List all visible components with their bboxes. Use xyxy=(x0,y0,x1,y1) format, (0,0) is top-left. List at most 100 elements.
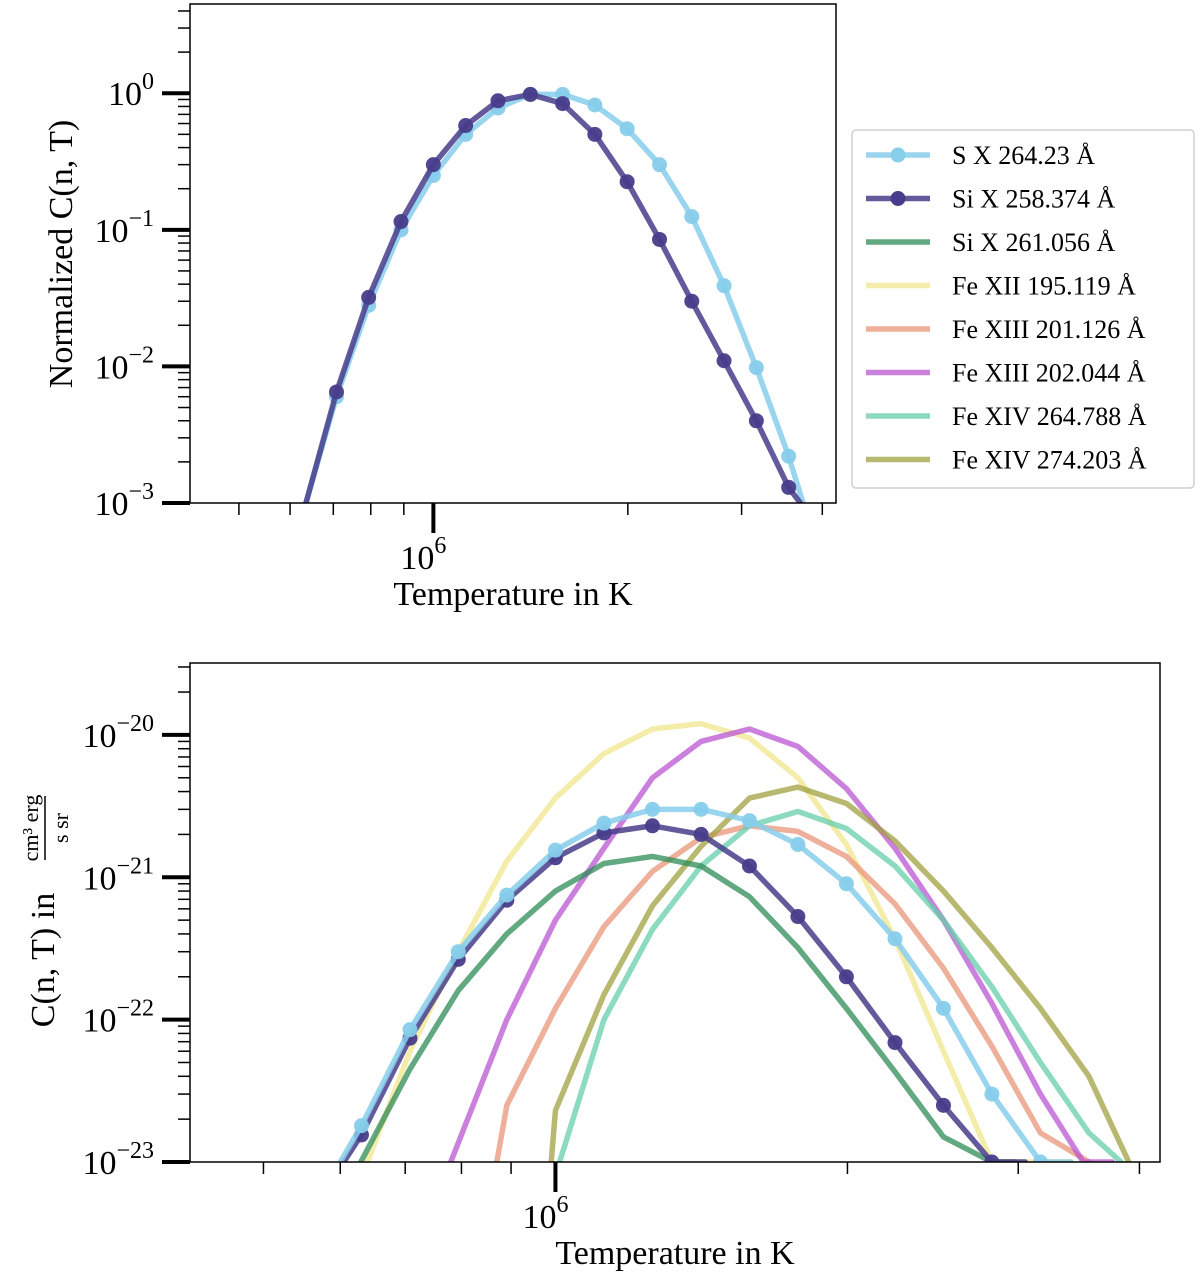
series-si-x-258-374-a xyxy=(341,818,1028,1162)
data-point-si-x-258-374-a xyxy=(790,909,806,925)
x-axis-label: Temperature in K xyxy=(555,1235,795,1272)
plot-frame-top xyxy=(189,3,837,504)
data-point-s-x-264-23-a xyxy=(935,1000,951,1016)
y-tick-label: 10−20 xyxy=(82,711,154,755)
y-tick-label: 10−22 xyxy=(82,996,154,1040)
y-axis-label: Normalized C(n, T) xyxy=(43,120,80,388)
legend-item-fe-xiii-201-126-a: Fe XIII 201.126 Å xyxy=(866,315,1146,344)
legend-marker xyxy=(890,147,906,163)
data-point-si-x-258-374-a xyxy=(693,826,709,842)
data-point-si-x-258-374-a xyxy=(555,96,571,112)
legend-item-fe-xiii-202-044-a: Fe XIII 202.044 Å xyxy=(866,359,1146,388)
series-s-x-264-23-a xyxy=(303,86,806,503)
data-point-s-x-264-23-a xyxy=(984,1086,1000,1102)
series-s-x-264-23-a xyxy=(337,801,1074,1162)
data-point-s-x-264-23-a xyxy=(652,157,668,173)
legend-frame xyxy=(851,129,1195,489)
data-point-s-x-264-23-a xyxy=(1032,1154,1048,1162)
series-line-si-x-258-374-a xyxy=(341,823,1028,1162)
data-point-s-x-264-23-a xyxy=(716,278,732,294)
series-si-x-258-374-a xyxy=(303,86,804,503)
series-line-si-x-261-056-a xyxy=(358,853,1019,1162)
legend: S X 264.23 Å Si X 258.374 Å Si X 261.056 Å… xyxy=(851,129,1195,489)
data-point-si-x-258-374-a xyxy=(748,413,764,429)
legend-item-si-x-261-056-a: Si X 261.056 Å xyxy=(866,228,1115,257)
series-si-x-261-056-a xyxy=(358,853,1019,1162)
series-line-fe-xiii-201-126-a xyxy=(494,823,1092,1162)
data-point-s-x-264-23-a xyxy=(499,887,515,903)
y-tick-label: 100 xyxy=(108,69,154,113)
series-line-fe-xiv-274-203-a xyxy=(548,784,1132,1162)
y-tick-label: 10−23 xyxy=(82,1138,154,1182)
series-line-fe-xii-195-119-a xyxy=(364,720,1074,1162)
y-tick-label: 10−2 xyxy=(94,342,154,386)
legend-item-fe-xiv-264-788-a: Fe XIV 264.788 Å xyxy=(866,402,1147,431)
data-point-s-x-264-23-a xyxy=(790,836,806,852)
data-point-si-x-258-374-a xyxy=(393,214,409,230)
data-point-s-x-264-23-a xyxy=(547,842,563,858)
legend-label: Fe XIV 264.788 Å xyxy=(952,402,1147,431)
x-tick-label: 106 xyxy=(400,533,446,577)
data-point-si-x-258-374-a xyxy=(781,479,797,495)
chart-top-normalized: 100 10−1 10−2 10−3 106 Temperature in K Norm… xyxy=(43,3,837,613)
series-fe-xiii-202-044-a xyxy=(448,726,1116,1162)
y-axis-unit-numerator: cm³ erg xyxy=(18,795,43,862)
data-point-s-x-264-23-a xyxy=(838,876,854,892)
legend-item-fe-xiv-274-203-a: Fe XIV 274.203 Å xyxy=(866,446,1147,475)
chart-bottom-absolute: 10−20 10−21 10−22 10−23 106 Temperature in K… xyxy=(18,662,1161,1272)
data-point-si-x-258-374-a xyxy=(425,157,441,173)
data-point-si-x-258-374-a xyxy=(887,1035,903,1051)
series-fe-xiv-264-788-a xyxy=(556,808,1124,1162)
x-axis-label: Temperature in K xyxy=(393,576,633,613)
data-point-s-x-264-23-a xyxy=(741,813,757,829)
data-point-si-x-258-374-a xyxy=(619,174,635,190)
y-tick-label: 10−21 xyxy=(82,853,154,897)
legend-label: Fe XII 195.119 Å xyxy=(952,272,1136,301)
data-point-s-x-264-23-a xyxy=(587,97,603,113)
data-point-si-x-258-374-a xyxy=(522,86,538,102)
legend-label: Fe XIII 202.044 Å xyxy=(952,359,1146,388)
data-point-si-x-258-374-a xyxy=(838,969,854,985)
legend-item-fe-xii-195-119-a: Fe XII 195.119 Å xyxy=(866,272,1136,301)
legend-label: Fe XIII 201.126 Å xyxy=(952,315,1146,344)
series-fe-xii-195-119-a xyxy=(364,720,1074,1162)
data-point-s-x-264-23-a xyxy=(450,944,466,960)
data-point-s-x-264-23-a xyxy=(684,209,700,225)
legend-item-si-x-258-374-a: Si X 258.374 Å xyxy=(866,185,1115,214)
data-point-si-x-258-374-a xyxy=(361,289,377,305)
data-point-si-x-258-374-a xyxy=(935,1097,951,1113)
y-axis-label: C(n, T) in cm³ erg s sr xyxy=(18,795,73,1028)
data-point-si-x-258-374-a xyxy=(684,293,700,309)
data-point-si-x-258-374-a xyxy=(741,858,757,874)
data-point-s-x-264-23-a xyxy=(596,815,612,831)
data-point-s-x-264-23-a xyxy=(353,1118,369,1134)
y-tick-label: 10−1 xyxy=(94,206,154,250)
data-point-s-x-264-23-a xyxy=(748,360,764,376)
legend-label: Fe XIV 274.203 Å xyxy=(952,446,1147,475)
y-axis-label-text: C(n, T) in xyxy=(25,893,62,1027)
series-fe-xiv-274-203-a xyxy=(548,784,1132,1162)
data-point-si-x-258-374-a xyxy=(458,118,474,134)
data-point-s-x-264-23-a xyxy=(619,121,635,137)
data-point-s-x-264-23-a xyxy=(887,931,903,947)
series-fe-xiii-201-126-a xyxy=(494,823,1092,1162)
data-point-si-x-258-374-a xyxy=(984,1154,1000,1162)
legend-label: Si X 258.374 Å xyxy=(952,185,1115,214)
y-axis-unit-denominator: s sr xyxy=(48,812,73,843)
data-point-s-x-264-23-a xyxy=(693,801,709,817)
y-tick-label: 10−3 xyxy=(94,479,154,523)
series-line-s-x-264-23-a xyxy=(303,91,806,503)
data-point-s-x-264-23-a xyxy=(781,448,797,464)
data-point-si-x-258-374-a xyxy=(652,231,668,247)
data-point-si-x-258-374-a xyxy=(329,384,345,400)
plot-frame-bottom xyxy=(189,662,1161,1163)
series-line-fe-xiv-264-788-a xyxy=(556,808,1124,1162)
legend-item-s-x-264-23-a: S X 264.23 Å xyxy=(866,141,1095,170)
legend-label: Si X 261.056 Å xyxy=(952,228,1115,257)
x-tick-label: 106 xyxy=(522,1192,568,1236)
data-point-si-x-258-374-a xyxy=(587,126,603,142)
series-line-fe-xiii-202-044-a xyxy=(448,726,1116,1162)
data-point-s-x-264-23-a xyxy=(402,1022,418,1038)
legend-label: S X 264.23 Å xyxy=(952,141,1095,170)
